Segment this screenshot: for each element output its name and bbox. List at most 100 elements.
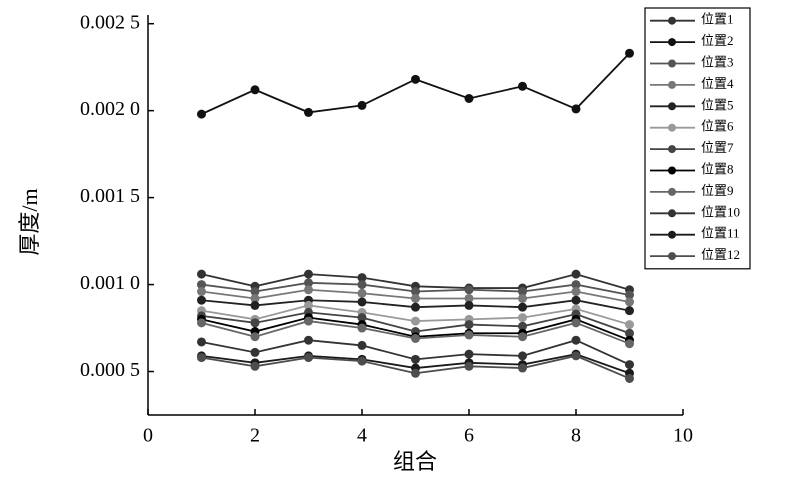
data-point: [518, 293, 527, 303]
data-point: [571, 351, 581, 361]
y-axis-label: 厚度/m: [17, 188, 42, 255]
data-point: [411, 287, 420, 297]
legend-text: 位置2: [701, 33, 734, 48]
data-point: [464, 349, 474, 359]
data-point: [411, 293, 420, 303]
legend-marker: [668, 80, 676, 89]
data-point: [197, 337, 206, 347]
data-point: [304, 278, 313, 288]
y-tick-label: 0.001 5: [80, 185, 140, 207]
data-point: [411, 74, 420, 84]
legend-text: 位置12: [701, 247, 740, 262]
legend-text: 位置5: [701, 97, 734, 112]
legend-marker: [668, 38, 676, 47]
legend-text: 位置10: [701, 204, 740, 219]
data-point: [357, 356, 367, 366]
y-tick-label: 0.002 0: [80, 98, 140, 120]
legend-text: 位置11: [701, 226, 740, 241]
legend-text: 位置6: [701, 119, 734, 134]
data-point: [411, 302, 420, 312]
data-point: [197, 269, 206, 279]
legend-marker: [668, 252, 676, 261]
legend-marker: [668, 187, 676, 196]
data-point: [304, 335, 313, 345]
legend-marker: [668, 209, 676, 218]
y-tick-label: 0.002 5: [80, 11, 140, 33]
data-point: [357, 288, 367, 298]
data-point: [464, 320, 474, 330]
data-point: [357, 297, 367, 307]
data-point: [518, 332, 527, 342]
legend-text: 位置9: [701, 183, 734, 198]
x-axis-label: 组合: [393, 449, 437, 474]
data-point: [250, 332, 260, 342]
legend-marker: [668, 123, 676, 132]
data-point: [518, 287, 527, 297]
data-point: [625, 306, 634, 316]
x-tick-label: 8: [571, 425, 581, 447]
legend-marker: [668, 59, 676, 68]
data-point: [411, 333, 420, 343]
data-point: [197, 287, 206, 297]
legend-marker: [668, 145, 676, 154]
data-point: [250, 361, 260, 371]
data-point: [518, 81, 527, 91]
data-point: [357, 340, 367, 350]
data-point: [197, 353, 206, 363]
legend-text: 位置4: [701, 76, 734, 91]
legend-marker: [668, 102, 676, 111]
data-point: [571, 318, 581, 328]
data-point: [250, 300, 260, 310]
x-tick-label: 0: [143, 425, 153, 447]
data-point: [625, 320, 634, 330]
data-point: [571, 104, 581, 114]
data-point: [464, 330, 474, 340]
data-point: [357, 273, 367, 283]
data-point: [625, 297, 634, 307]
data-point: [357, 323, 367, 333]
x-tick-label: 6: [464, 425, 474, 447]
data-point: [571, 295, 581, 305]
data-point: [464, 361, 474, 371]
data-point: [411, 368, 420, 378]
data-point: [357, 280, 367, 290]
legend-marker: [668, 16, 676, 25]
data-point: [304, 285, 313, 295]
data-point: [518, 313, 527, 323]
data-point: [304, 316, 313, 326]
legend-marker: [668, 230, 676, 239]
data-point: [571, 335, 581, 345]
data-point: [625, 290, 634, 300]
data-point: [625, 360, 634, 370]
data-point: [357, 100, 367, 110]
legend-text: 位置3: [701, 54, 734, 69]
data-point: [625, 328, 634, 338]
y-tick-label: 0.000 5: [80, 359, 140, 381]
data-point: [304, 353, 313, 363]
legend-marker: [668, 166, 676, 175]
data-point: [464, 293, 474, 303]
data-point: [518, 321, 527, 331]
data-point: [250, 287, 260, 297]
data-point: [411, 316, 420, 326]
data-point: [197, 295, 206, 305]
data-point: [518, 302, 527, 312]
data-point: [464, 285, 474, 295]
legend-text: 位置1: [701, 12, 734, 27]
data-point: [304, 300, 313, 310]
data-point: [250, 85, 260, 95]
data-point: [411, 354, 420, 364]
y-tick-label: 0.001 0: [80, 272, 140, 294]
x-tick-label: 4: [357, 425, 367, 447]
x-tick-label: 10: [673, 425, 693, 447]
data-point: [357, 313, 367, 323]
x-tick-label: 2: [250, 425, 260, 447]
data-point: [518, 351, 527, 361]
data-point: [250, 318, 260, 328]
data-point: [250, 293, 260, 303]
data-point: [518, 363, 527, 373]
data-point: [250, 347, 260, 357]
data-point: [304, 107, 313, 117]
legend-box: [644, 7, 751, 270]
data-point: [464, 300, 474, 310]
